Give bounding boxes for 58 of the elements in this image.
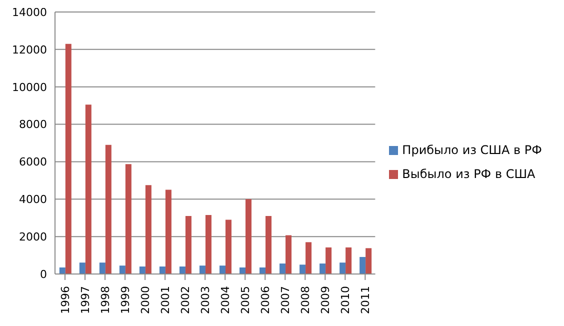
x-tick-label: 1999 [118,286,132,314]
y-tick-label: 4000 [19,193,47,206]
bar [105,144,112,274]
bar [246,199,252,274]
bar [219,266,226,274]
x-tick-label: 1997 [78,286,92,314]
y-tick-label: 14000 [12,6,47,19]
x-tick-label: 2007 [278,286,292,314]
x-tick-label: 2008 [298,286,312,314]
x-tick-label: 2011 [359,286,372,314]
bar [340,262,346,274]
y-tick-label: 8000 [19,118,47,132]
bar [366,248,372,274]
bar [179,266,186,274]
bar [99,262,106,274]
x-tick-label: 2009 [318,286,332,314]
bar [65,44,72,274]
y-tick-label: 6000 [19,156,47,169]
legend-label: Прибыло из США в РФ [402,143,542,157]
bar [286,235,292,274]
bar [300,264,306,274]
bar [320,264,326,274]
bar [165,190,172,274]
bar [145,185,152,274]
bar [139,266,146,274]
bar [79,262,86,274]
x-tick-label: 2004 [218,286,232,314]
bar [59,267,66,274]
y-tick-label: 10000 [12,80,47,94]
bar [306,242,312,274]
bar [260,267,266,274]
x-tick-label: 2002 [178,286,192,314]
x-tick-label: 2003 [198,286,212,314]
bar [280,264,286,274]
x-tick-label: 2006 [258,286,272,314]
bar [119,266,126,274]
x-tick-label: 2001 [158,286,172,314]
x-tick-label: 1996 [58,286,72,314]
x-tick-label: 2000 [138,286,152,314]
bar [85,104,92,274]
bar [266,216,272,274]
x-tick-label: 2005 [238,286,252,314]
bar [360,256,366,274]
bar [205,215,212,274]
bar [125,164,132,274]
bar [225,220,232,274]
bar [185,216,192,274]
y-tick-label: 0 [40,268,47,281]
x-tick-label: 2010 [339,286,352,314]
bar [159,266,166,274]
legend-label: Выбыло из РФ в США [402,167,536,181]
bar [346,247,352,274]
bar [240,267,246,274]
x-tick-label: 1998 [98,286,112,314]
y-tick-label: 2000 [19,230,47,244]
bar [199,266,206,274]
bar [326,247,332,274]
y-tick-label: 12000 [12,43,47,56]
